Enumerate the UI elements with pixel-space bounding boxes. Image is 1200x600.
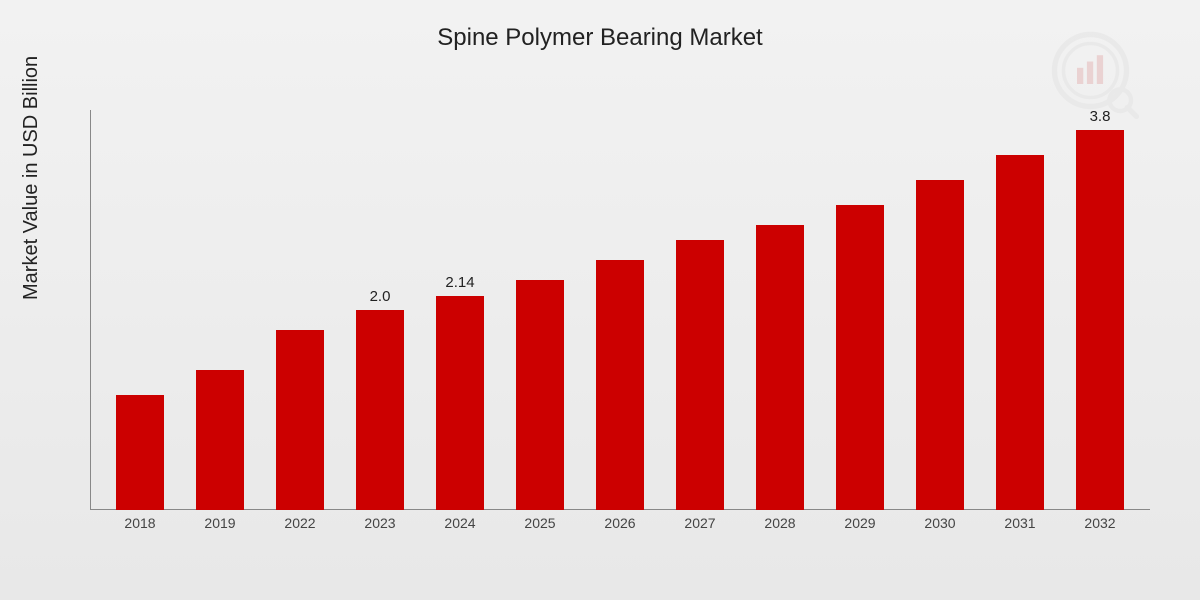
bar-wrap [510,258,570,510]
x-tick-label: 2032 [1070,515,1130,531]
x-tick-label: 2031 [990,515,1050,531]
bar [596,260,644,510]
x-tick-label: 2023 [350,515,410,531]
bar [996,155,1044,510]
chart-plot-area: 2.0 2.14 3.8 [90,110,1150,510]
bar [836,205,884,510]
bar-wrap [750,203,810,510]
x-tick-label: 2022 [270,515,330,531]
bar-value-label: 2.0 [370,288,391,306]
bar-wrap [190,348,250,510]
x-tick-label: 2025 [510,515,570,531]
bar-wrap [270,308,330,510]
chart-title: Spine Polymer Bearing Market [0,24,1200,52]
x-axis-labels: 2018 2019 2022 2023 2024 2025 2026 2027 2028 2029… [90,515,1150,531]
bar-value-label: 3.8 [1090,108,1111,126]
bar [756,225,804,510]
x-tick-label: 2019 [190,515,250,531]
bar-wrap: 2.14 [430,274,490,510]
bar-value-label: 2.14 [445,274,474,292]
bar-wrap [670,218,730,510]
y-axis-label: Market Value in USD Billion [20,56,43,300]
bar-wrap [990,133,1050,510]
x-tick-label: 2028 [750,515,810,531]
x-tick-label: 2018 [110,515,170,531]
bar-wrap [830,183,890,510]
bar [516,280,564,510]
bar [916,180,964,510]
x-tick-label: 2027 [670,515,730,531]
bar [676,240,724,510]
bar [196,370,244,510]
watermark-logo [1050,30,1140,120]
bar [436,296,484,510]
x-tick-label: 2030 [910,515,970,531]
bar [116,395,164,510]
x-tick-label: 2026 [590,515,650,531]
bar-wrap: 3.8 [1070,108,1130,510]
bar [276,330,324,510]
bar-wrap [590,238,650,510]
bar [1076,130,1124,510]
bars-container: 2.0 2.14 3.8 [90,110,1150,510]
x-tick-label: 2029 [830,515,890,531]
bar-wrap [910,158,970,510]
x-tick-label: 2024 [430,515,490,531]
bar-wrap [110,373,170,510]
bar-wrap: 2.0 [350,288,410,510]
bar [356,310,404,510]
